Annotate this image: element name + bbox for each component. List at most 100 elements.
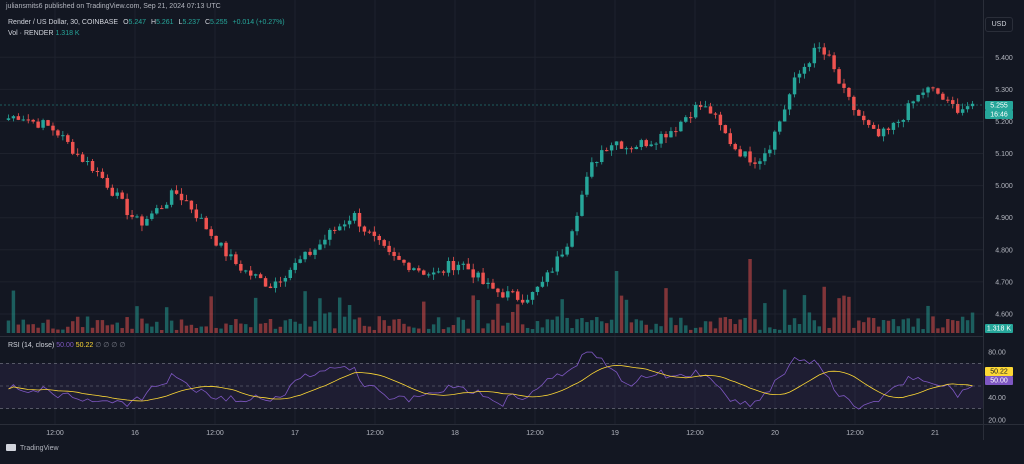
volume-bar	[921, 329, 925, 333]
candle-body	[852, 96, 856, 111]
countdown-badge-label: 16:46	[990, 112, 1008, 119]
currency-button[interactable]: USD	[985, 17, 1013, 32]
time-tick-label: 12:00	[206, 430, 224, 437]
volume-bar	[713, 328, 718, 333]
candle-body	[787, 94, 792, 110]
rsi-label[interactable]: RSI (14, close)	[8, 342, 55, 349]
volume-bar	[229, 324, 233, 333]
candle-body	[575, 215, 579, 232]
candle-body	[204, 217, 208, 230]
volume-bar	[926, 305, 930, 333]
volume-bar	[372, 329, 377, 333]
axis-badges: 5.255 16:46 1.318 K 50.22 50.00	[985, 101, 1013, 385]
footer-brand[interactable]: TradingView	[6, 444, 59, 452]
time-tick-label: 16	[131, 430, 139, 437]
price-tick-label: 5.400	[995, 55, 1013, 62]
volume-bar	[817, 326, 821, 333]
candle-body	[501, 292, 505, 298]
candle-body	[105, 177, 110, 188]
volume-bar	[491, 319, 495, 333]
last-price-badge	[985, 101, 1013, 110]
volume-bar	[90, 327, 95, 333]
time-tick-label: 12:00	[846, 430, 864, 437]
volume-bar	[669, 317, 673, 333]
candle-body	[506, 291, 510, 298]
time-axis: 12:00 16 12:00 17 12:00 18 12:00 19 12:00 20 12:00…	[46, 430, 939, 437]
candle-body	[896, 121, 901, 123]
volume-bar	[298, 323, 302, 333]
volume-bar	[743, 317, 747, 333]
volume-bar	[347, 305, 352, 333]
symbol-name[interactable]: Render / US Dollar, 30, COINBASE	[8, 19, 119, 26]
volume-bar	[886, 320, 891, 333]
volume-bar	[946, 319, 950, 333]
volume-bar	[456, 317, 461, 333]
candle-body	[708, 106, 713, 114]
volume-bar	[590, 320, 594, 333]
candle-body	[931, 87, 935, 89]
candle-body	[738, 149, 742, 157]
candle-body	[862, 115, 866, 121]
volume-bar	[352, 319, 357, 333]
volume-bar	[609, 319, 614, 333]
rsi-tick-label: 80.00	[988, 350, 1006, 357]
volume-bar	[31, 324, 35, 333]
volume-bar	[520, 324, 525, 333]
candle-body	[426, 274, 431, 276]
volume-bar	[852, 327, 856, 333]
candle-body	[61, 135, 65, 137]
volume-bar	[511, 311, 515, 333]
volume-bar	[328, 312, 332, 333]
countdown-badge	[985, 110, 1013, 119]
candle-body	[540, 281, 545, 287]
candlesticks	[6, 42, 975, 305]
volume-bar	[422, 301, 426, 333]
volume-bar	[960, 316, 965, 333]
volume-bar	[273, 328, 278, 333]
candle-body	[417, 268, 421, 271]
rsi-tick-label: 20.00	[988, 418, 1006, 425]
candle-body	[214, 235, 218, 246]
volume-bar	[555, 316, 559, 333]
candle-body	[857, 110, 861, 116]
rsi-value: 50.00	[56, 342, 74, 349]
rsi-ma-value: 50.22	[75, 342, 94, 349]
volume-label[interactable]: Vol · RENDER	[8, 30, 54, 37]
volume-bar	[530, 329, 535, 333]
candle-body	[595, 162, 599, 164]
volume-bar	[901, 319, 906, 333]
change-value: +0.014 (+0.27%)	[232, 19, 285, 26]
candle-body	[372, 231, 377, 236]
candle-body	[748, 151, 752, 163]
candle-body	[328, 229, 332, 240]
candle-body	[842, 83, 846, 88]
candle-body	[698, 105, 703, 107]
candle-body	[817, 47, 821, 49]
price-tick-label: 5.000	[995, 183, 1013, 190]
candle-body	[486, 282, 490, 284]
candle-body	[382, 240, 386, 246]
candle-body	[303, 251, 307, 260]
high-label: H	[151, 19, 157, 26]
candle-body	[496, 288, 500, 293]
candle-body	[160, 208, 164, 210]
candle-body	[169, 190, 174, 205]
volume-bar	[234, 319, 238, 333]
volume-bar	[614, 271, 619, 333]
candle-body	[792, 77, 797, 95]
candle-body	[728, 133, 733, 145]
volume-bar	[837, 298, 841, 333]
time-tick-label: 12:00	[686, 430, 704, 437]
rsi-legend: RSI (14, close) 50.00 50.22 ∅ ∅ ∅ ∅	[8, 341, 125, 349]
volume-bar	[46, 319, 50, 333]
volume-bar	[506, 322, 510, 333]
candle-body	[847, 87, 851, 97]
candle-body	[298, 259, 302, 263]
volume-bar	[288, 318, 293, 333]
volume-bar	[931, 316, 935, 333]
volume-bar	[36, 327, 40, 333]
price-tick-label: 4.700	[995, 279, 1013, 286]
volume-bar	[145, 323, 149, 333]
